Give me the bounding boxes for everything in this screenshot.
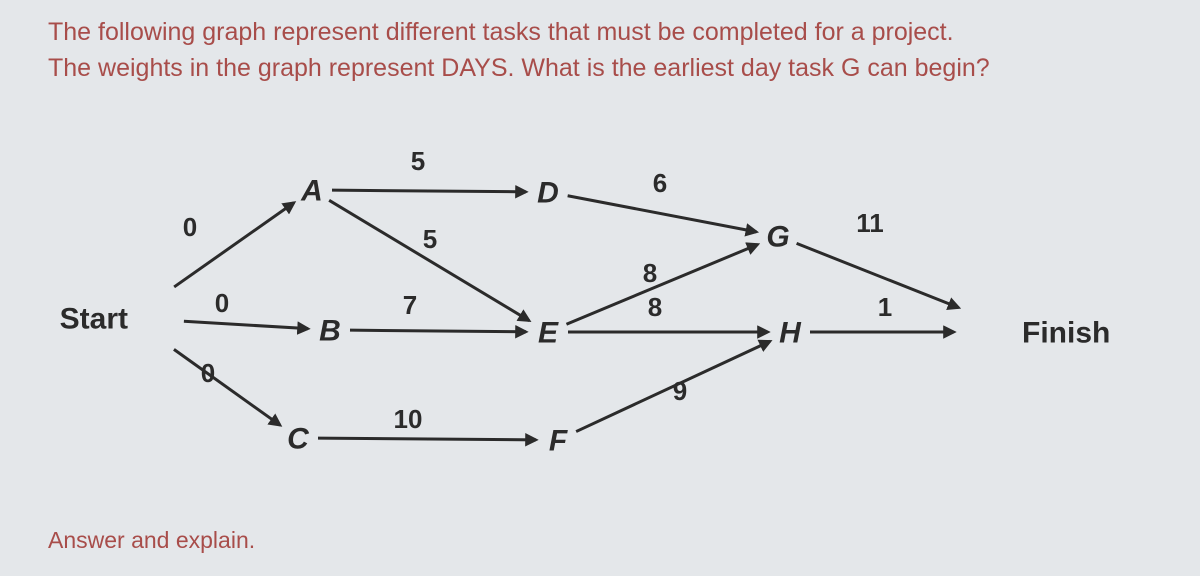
node-D: D	[537, 177, 559, 210]
node-B: B	[319, 315, 341, 348]
edge-D-G	[568, 196, 757, 232]
node-H: H	[779, 317, 802, 350]
node-E: E	[538, 317, 559, 350]
edge-weight-D-G: 6	[653, 168, 667, 198]
edge-weight-Start-B: 0	[215, 288, 229, 318]
edge-weight-E-G: 8	[643, 258, 657, 288]
edge-weight-C-F: 10	[394, 404, 423, 434]
node-C: C	[287, 423, 310, 456]
edge-weight-A-E: 5	[423, 224, 437, 254]
edge-A-D	[332, 190, 526, 192]
node-Start: Start	[60, 303, 128, 336]
edge-weight-F-H: 9	[673, 376, 687, 406]
node-A: A	[300, 175, 323, 208]
edge-weight-Start-A: 0	[183, 212, 197, 242]
edge-C-F	[318, 438, 536, 440]
edge-weight-H-Finish: 1	[878, 292, 892, 322]
edge-weight-B-E: 7	[403, 290, 417, 320]
edge-weight-E-H: 8	[648, 292, 662, 322]
node-F: F	[549, 425, 568, 458]
node-Finish: Finish	[1022, 317, 1110, 350]
node-G: G	[766, 221, 789, 254]
edge-B-E	[350, 330, 526, 332]
edge-Start-B	[184, 321, 308, 328]
answer-prompt: Answer and explain.	[48, 527, 255, 554]
edge-weight-A-D: 5	[411, 146, 425, 176]
edge-weight-Start-C: 0	[201, 358, 215, 388]
task-graph: 000557106889111StartABCDEFGHFinish	[0, 0, 1200, 576]
edge-A-E	[329, 200, 529, 320]
edge-Start-C	[174, 349, 280, 425]
page-root: The following graph represent different …	[0, 0, 1200, 576]
edge-weight-G-Finish: 11	[856, 208, 884, 238]
